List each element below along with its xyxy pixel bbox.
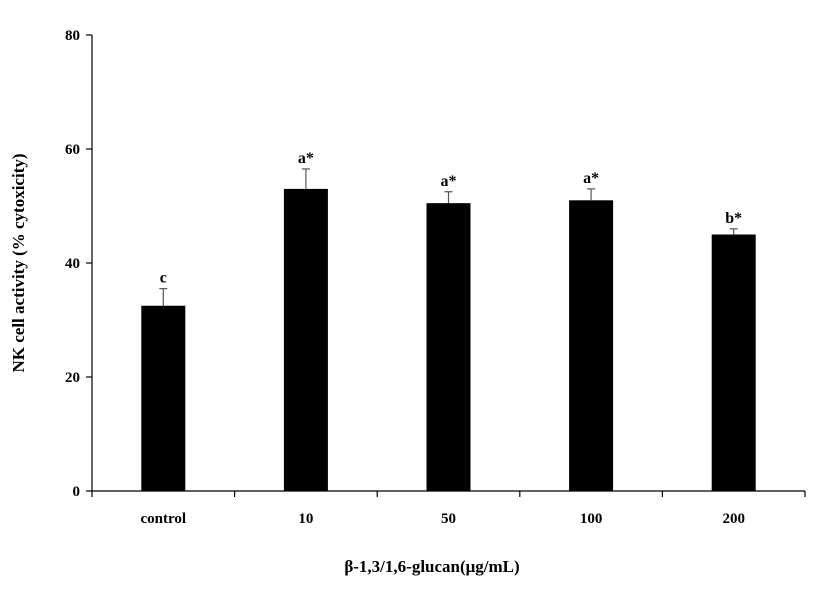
significance-label: a* (441, 173, 457, 190)
y-tick-label: 60 (65, 142, 80, 158)
y-tick-label: 80 (65, 28, 80, 44)
significance-label: a* (298, 150, 314, 167)
bars (141, 188, 756, 492)
bar (141, 305, 186, 491)
significance-labels: c a* a* a* b* (160, 150, 742, 287)
bar (283, 188, 328, 491)
x-tick-label: control (141, 511, 187, 527)
y-tick-label: 40 (65, 256, 80, 272)
bar (711, 234, 756, 491)
x-tick-label: 10 (298, 511, 313, 527)
y-tick-label: 20 (65, 370, 80, 386)
y-axis: 0 20 40 60 80 (65, 28, 93, 500)
significance-label: a* (583, 170, 599, 187)
error-bars (159, 168, 738, 306)
bar (426, 203, 471, 491)
y-tick-label: 0 (73, 484, 81, 500)
significance-label: c (160, 270, 167, 287)
significance-label: b* (725, 210, 742, 227)
x-axis: control 10 50 100 200 (91, 490, 806, 527)
x-tick-label: 100 (580, 511, 603, 527)
x-axis-title: β-1,3/1,6-glucan(μg/mL) (344, 557, 519, 576)
x-tick-label: 50 (441, 511, 456, 527)
x-tick-label: 200 (722, 511, 745, 527)
bar (569, 200, 614, 492)
y-axis-title: NK cell activity (% cytoxicity) (9, 153, 28, 372)
